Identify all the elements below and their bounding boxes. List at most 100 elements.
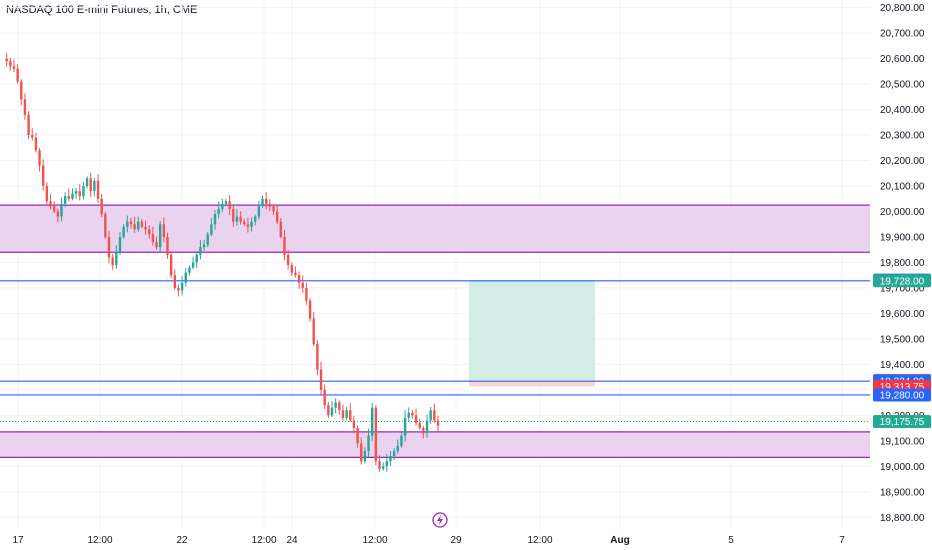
candle-body bbox=[107, 236, 111, 258]
candle-body bbox=[261, 198, 264, 207]
candle-body bbox=[330, 407, 334, 416]
candle-body bbox=[151, 234, 155, 243]
stop-zone[interactable] bbox=[469, 380, 595, 387]
candle-body bbox=[144, 226, 147, 230]
candle-body bbox=[396, 445, 399, 452]
candle-body bbox=[429, 410, 432, 421]
candle-body bbox=[239, 216, 242, 222]
candle-body bbox=[286, 254, 290, 265]
candle-body bbox=[250, 221, 253, 227]
candle-body bbox=[12, 66, 16, 69]
price-badge bbox=[873, 388, 931, 402]
candle-body bbox=[235, 216, 239, 222]
candle-body bbox=[191, 262, 195, 268]
candle-body bbox=[38, 150, 41, 166]
candle-body bbox=[389, 456, 392, 462]
candle-body bbox=[363, 451, 367, 462]
y-tick-label: 18,900.00 bbox=[880, 487, 925, 498]
candle-body bbox=[316, 343, 319, 370]
candle-body bbox=[232, 208, 235, 222]
lightning-icon[interactable] bbox=[432, 512, 448, 528]
candle-body bbox=[374, 407, 378, 462]
long-position-tool[interactable] bbox=[469, 280, 595, 387]
y-tick-label: 20,500.00 bbox=[880, 80, 925, 91]
candle-body bbox=[115, 252, 118, 265]
candle-body bbox=[403, 417, 407, 436]
y-tick-label: 19,600.00 bbox=[880, 309, 925, 320]
candle-body bbox=[418, 422, 421, 429]
candle-body bbox=[180, 282, 184, 291]
x-tick-label: 12:00 bbox=[527, 535, 552, 546]
horizontal-levels[interactable] bbox=[0, 280, 870, 423]
candle-body bbox=[279, 221, 283, 237]
candle-body bbox=[264, 198, 268, 204]
candle-body bbox=[294, 272, 297, 276]
target-zone[interactable] bbox=[469, 280, 595, 381]
candle-body bbox=[349, 410, 352, 421]
y-tick-label: 19,800.00 bbox=[880, 258, 925, 269]
candle-body bbox=[195, 254, 198, 263]
candle-body bbox=[133, 224, 136, 230]
candle-body bbox=[56, 211, 60, 217]
price-badge-label: 19,728.00 bbox=[880, 276, 925, 287]
y-tick-label: 19,500.00 bbox=[880, 334, 925, 345]
candle-body bbox=[334, 402, 337, 408]
y-tick-label: 20,000.00 bbox=[880, 207, 925, 218]
x-tick-label: 29 bbox=[450, 535, 462, 546]
candle-body bbox=[129, 221, 133, 225]
candle-body bbox=[140, 221, 144, 227]
candle-body bbox=[246, 224, 250, 227]
y-tick-label: 20,300.00 bbox=[880, 131, 925, 142]
candle-body bbox=[82, 186, 85, 197]
candle-body bbox=[228, 201, 231, 209]
price-badge bbox=[873, 274, 931, 288]
candle-body bbox=[400, 435, 403, 446]
candle-body bbox=[42, 165, 45, 187]
y-tick-label: 20,600.00 bbox=[880, 54, 925, 65]
candle-body bbox=[122, 226, 125, 237]
price-badges: 19,730.5019,728.0019,337.2519,334.0019,3… bbox=[873, 273, 931, 429]
y-tick-label: 19,000.00 bbox=[880, 462, 925, 473]
candle-body bbox=[85, 178, 89, 187]
candle-body bbox=[275, 211, 279, 222]
candle-body bbox=[290, 265, 293, 273]
candle-body bbox=[272, 206, 275, 212]
candle-body bbox=[371, 407, 374, 436]
candle-body bbox=[381, 466, 385, 469]
candle-body bbox=[319, 369, 323, 390]
candle-body bbox=[71, 193, 74, 199]
candle-body bbox=[341, 410, 345, 418]
price-badge-label: 19,313.75 bbox=[880, 382, 925, 393]
candle-body bbox=[20, 81, 23, 100]
candle-body bbox=[74, 191, 78, 194]
candle-body bbox=[166, 236, 169, 255]
candle-body bbox=[52, 206, 56, 212]
time-axis[interactable]: 17 12:00 22 12:00 24 12:00 29 12:00 Aug 5 7 bbox=[12, 535, 845, 546]
candle-body bbox=[16, 68, 19, 82]
candle-body bbox=[34, 137, 38, 151]
candle-body bbox=[367, 435, 370, 452]
candle-body bbox=[433, 410, 436, 421]
y-tick-label: 19,900.00 bbox=[880, 232, 925, 243]
candle-body bbox=[338, 402, 341, 411]
candle-body bbox=[100, 198, 103, 215]
y-tick-label: 19,700.00 bbox=[880, 283, 925, 294]
candle-body bbox=[254, 216, 257, 222]
candle-body bbox=[312, 318, 315, 344]
candle-body bbox=[221, 203, 224, 209]
candle-body bbox=[63, 196, 67, 204]
candle-body bbox=[411, 412, 414, 416]
candle-body bbox=[158, 224, 162, 248]
x-tick-label: 24 bbox=[286, 535, 298, 546]
y-tick-label: 20,800.00 bbox=[880, 3, 925, 14]
candle-body bbox=[67, 196, 70, 199]
x-tick-label: Aug bbox=[610, 535, 629, 546]
y-tick-label: 19,100.00 bbox=[880, 436, 925, 447]
candle-body bbox=[268, 203, 272, 207]
candle-body bbox=[436, 420, 440, 426]
x-tick-label: 12:00 bbox=[362, 535, 387, 546]
candle-body bbox=[45, 186, 49, 202]
candle-body bbox=[89, 178, 92, 192]
x-tick-label: 22 bbox=[176, 535, 188, 546]
